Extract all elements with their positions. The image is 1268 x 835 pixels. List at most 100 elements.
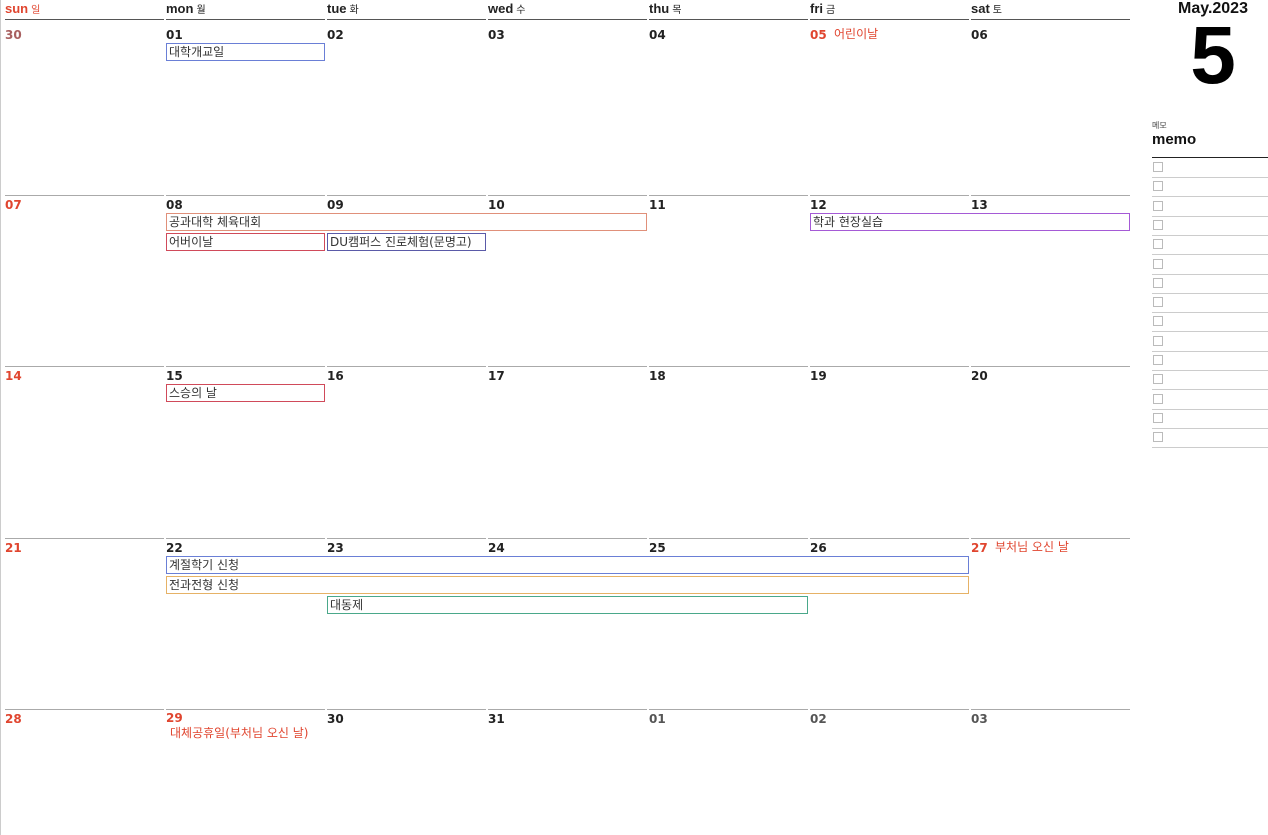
calendar-event[interactable]: 대동제 xyxy=(327,596,808,614)
memo-checkbox[interactable] xyxy=(1153,393,1163,404)
day-number[interactable]: 23 xyxy=(327,541,344,555)
weekday-header-sat: sat 토 xyxy=(971,0,1130,20)
weekday-name: tue xyxy=(327,1,347,16)
week-divider xyxy=(649,709,808,710)
day-number[interactable]: 30 xyxy=(5,28,22,42)
week-divider xyxy=(810,538,969,539)
week-divider xyxy=(5,709,164,710)
memo-checkbox[interactable] xyxy=(1153,316,1163,327)
weekday-header-thu: thu 목 xyxy=(649,0,808,20)
week-divider xyxy=(327,709,486,710)
memo-checkbox[interactable] xyxy=(1153,239,1163,250)
day-number[interactable]: 04 xyxy=(649,28,666,42)
memo-row xyxy=(1152,216,1268,236)
week-divider xyxy=(166,195,325,196)
calendar-event[interactable]: 대학개교일 xyxy=(166,43,325,61)
memo-checkbox[interactable] xyxy=(1153,374,1163,385)
memo-label: memo xyxy=(1152,131,1197,148)
weekday-name-ko: 일 xyxy=(31,5,41,16)
week-divider xyxy=(166,709,325,710)
memo-row xyxy=(1152,158,1268,178)
calendar-event[interactable]: 스승의 날 xyxy=(166,384,325,402)
week-divider xyxy=(488,195,647,196)
memo-checkbox[interactable] xyxy=(1153,412,1163,423)
day-number[interactable]: 14 xyxy=(5,369,22,383)
memo-checkbox[interactable] xyxy=(1153,219,1163,230)
day-number[interactable]: 02 xyxy=(327,28,344,42)
calendar-event[interactable]: 학과 현장실습 xyxy=(810,213,1130,231)
memo-checkbox[interactable] xyxy=(1153,181,1163,192)
day-number[interactable]: 03 xyxy=(488,28,505,42)
day-number[interactable]: 16 xyxy=(327,369,344,383)
weekday-name-ko: 월 xyxy=(196,5,206,16)
memo-checkbox[interactable] xyxy=(1153,335,1163,346)
day-number[interactable]: 18 xyxy=(649,369,666,383)
day-number[interactable]: 29 xyxy=(166,711,183,725)
calendar-event[interactable]: 공과대학 체육대회 xyxy=(166,213,647,231)
day-number[interactable]: 10 xyxy=(488,198,505,212)
day-number[interactable]: 24 xyxy=(488,541,505,555)
calendar-event[interactable]: 전과전형 신청 xyxy=(166,576,969,594)
week-divider xyxy=(971,538,1130,539)
weekday-name: wed xyxy=(488,1,514,16)
memo-checkbox[interactable] xyxy=(1153,277,1163,288)
day-number[interactable]: 12 xyxy=(810,198,827,212)
week-divider xyxy=(971,709,1130,710)
day-number[interactable]: 20 xyxy=(971,369,988,383)
week-divider xyxy=(166,366,325,367)
week-divider xyxy=(649,195,808,196)
weekday-name: thu xyxy=(649,1,670,16)
day-number[interactable]: 05 xyxy=(810,28,827,42)
memo-row xyxy=(1152,235,1268,256)
memo-row xyxy=(1152,428,1268,449)
day-number[interactable]: 13 xyxy=(971,198,988,212)
week-divider xyxy=(166,538,325,539)
week-divider xyxy=(649,366,808,367)
memo-checkbox[interactable] xyxy=(1153,355,1163,365)
day-number[interactable]: 17 xyxy=(488,369,505,383)
calendar-event[interactable]: 어버이날 xyxy=(166,233,325,251)
memo-row xyxy=(1152,332,1268,352)
day-number[interactable]: 03 xyxy=(971,712,988,726)
memo-label-ko: 메모 xyxy=(1152,121,1167,130)
day-number[interactable]: 26 xyxy=(810,541,827,555)
week-divider xyxy=(5,195,164,196)
week-divider xyxy=(327,538,486,539)
day-number[interactable]: 01 xyxy=(649,712,666,726)
day-number[interactable]: 25 xyxy=(649,541,666,555)
week-divider xyxy=(971,366,1130,367)
calendar-event[interactable]: DU캠퍼스 진로체험(문명고) xyxy=(327,233,486,251)
day-number[interactable]: 06 xyxy=(971,28,988,42)
day-number[interactable]: 08 xyxy=(166,198,183,212)
day-number[interactable]: 15 xyxy=(166,369,183,383)
month-year: May.2023 xyxy=(1178,0,1248,17)
day-number[interactable]: 09 xyxy=(327,198,344,212)
week-divider xyxy=(488,366,647,367)
weekday-name: sun xyxy=(5,1,29,16)
day-number[interactable]: 21 xyxy=(5,541,22,555)
day-number[interactable]: 28 xyxy=(5,712,22,726)
day-number[interactable]: 11 xyxy=(649,198,666,212)
day-number[interactable]: 19 xyxy=(810,369,827,383)
memo-checkbox[interactable] xyxy=(1153,432,1163,443)
day-number[interactable]: 02 xyxy=(810,712,827,726)
day-number[interactable]: 01 xyxy=(166,28,183,42)
memo-checkbox[interactable] xyxy=(1153,200,1163,211)
day-number[interactable]: 22 xyxy=(166,541,183,555)
memo-row xyxy=(1152,293,1268,314)
week-divider xyxy=(5,538,164,539)
day-number[interactable]: 07 xyxy=(5,198,22,212)
day-number[interactable]: 27 xyxy=(971,541,988,555)
calendar-event[interactable]: 계절학기 신청 xyxy=(166,556,969,574)
day-number[interactable]: 31 xyxy=(488,712,505,726)
memo-row xyxy=(1152,255,1268,275)
day-number[interactable]: 30 xyxy=(327,712,344,726)
week-divider xyxy=(971,195,1130,196)
memo-checkbox[interactable] xyxy=(1153,297,1163,308)
week-divider xyxy=(649,538,808,539)
weekday-name-ko: 목 xyxy=(672,5,682,16)
week-divider xyxy=(488,709,647,710)
memo-checkbox[interactable] xyxy=(1153,162,1163,172)
memo-row xyxy=(1152,351,1268,371)
memo-checkbox[interactable] xyxy=(1153,258,1163,269)
